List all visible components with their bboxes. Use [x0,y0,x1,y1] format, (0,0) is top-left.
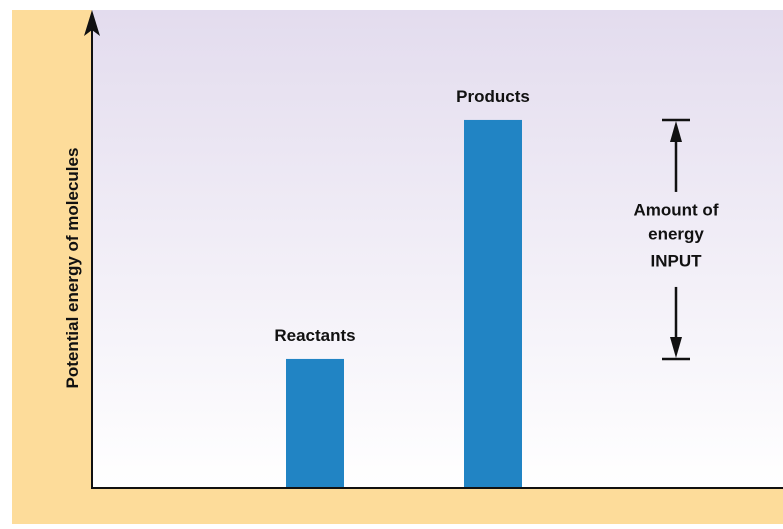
bars-group [286,119,522,488]
bar-label-reactants: Reactants [274,326,355,345]
bar-label-products: Products [456,87,530,106]
bar-reactants [286,358,344,488]
energy-input-annotation: Amount of energy INPUT [634,118,719,361]
annotation-line-2: energy [648,224,704,243]
y-axis-arrow [84,10,100,36]
bar-labels-group: Reactants Products [274,87,529,345]
annotation-arrow-down-head [670,336,682,358]
bar-products [464,119,522,488]
annotation-line-1: Amount of [634,200,719,219]
annotation-arrow-up-head [670,120,682,142]
y-axis-label: Potential energy of molecules [63,148,82,389]
annotation-line-3: INPUT [651,251,703,270]
plot-area [92,10,783,488]
